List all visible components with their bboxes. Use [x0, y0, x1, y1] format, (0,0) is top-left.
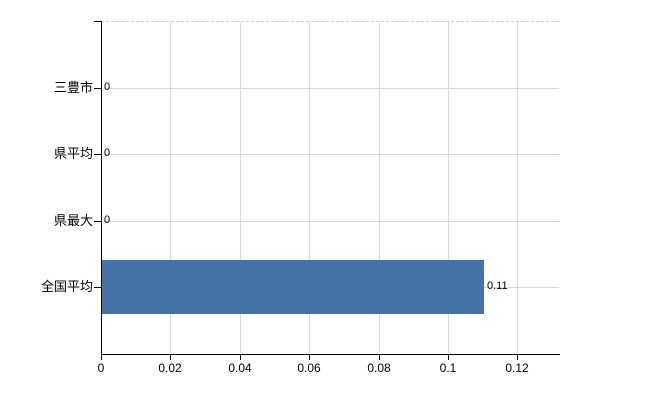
x-axis-tick [448, 355, 449, 360]
x-axis-tick-label: 0.1 [439, 361, 457, 375]
y-axis-line [101, 21, 102, 354]
v-gridline [239, 22, 241, 354]
bar-value-label: 0 [104, 81, 111, 93]
v-gridline [378, 22, 380, 354]
v-gridline [517, 22, 519, 354]
v-gridline [170, 22, 172, 354]
x-axis-tick-label: 0.06 [297, 361, 321, 375]
y-axis-tick [94, 154, 101, 155]
y-axis-tick [94, 287, 101, 288]
h-gridline [102, 154, 559, 155]
y-axis-top-tick [94, 21, 101, 22]
x-axis-tick [101, 355, 102, 360]
bar-value-label: 0.11 [487, 280, 508, 292]
category-label: 全国平均 [40, 279, 93, 294]
x-axis-line [101, 354, 560, 355]
bar [102, 260, 484, 314]
x-axis-tick [240, 355, 241, 360]
x-axis-tick [517, 355, 518, 360]
x-axis-tick [170, 355, 171, 360]
bar-value-label: 0 [104, 214, 111, 226]
plot-area: 0 0 0 0.11 [94, 21, 560, 360]
y-axis-tick [94, 88, 101, 89]
h-gridline [102, 88, 559, 89]
h-gridline [102, 221, 559, 222]
x-axis-tick-label: 0.04 [228, 361, 252, 375]
category-label: 三豊市 [53, 80, 93, 95]
category-label: 県平均 [53, 146, 93, 161]
category-label: 県最大 [53, 213, 93, 228]
x-axis-tick [309, 355, 310, 360]
x-axis-tick-label: 0.02 [158, 361, 182, 375]
plot-top-border [101, 21, 559, 22]
y-axis-tick [94, 221, 101, 222]
v-gridline [309, 22, 311, 354]
x-axis-tick [379, 355, 380, 360]
v-gridline [448, 22, 449, 354]
x-axis-tick-label: 0 [97, 361, 105, 375]
x-axis-tick-label: 0.12 [505, 361, 529, 375]
bar-value-label: 0 [104, 147, 111, 159]
x-axis-tick-label: 0.08 [367, 361, 391, 375]
